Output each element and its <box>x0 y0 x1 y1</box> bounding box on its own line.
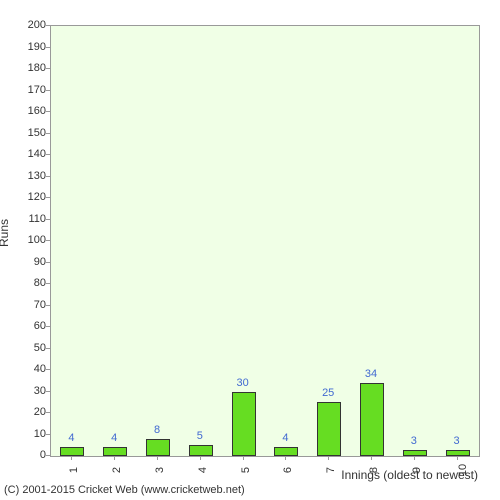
x-tick-mark <box>71 456 72 460</box>
bar-value-label: 4 <box>68 432 74 444</box>
bar <box>189 445 213 456</box>
y-tick-label: 140 <box>16 148 46 160</box>
chart-container: Runs Innings (oldest to newest) (C) 2001… <box>0 0 500 500</box>
x-tick-label: 6 <box>282 467 294 473</box>
bar <box>103 447 127 456</box>
y-tick-mark <box>46 391 50 392</box>
y-tick-mark <box>46 68 50 69</box>
bar-value-label: 5 <box>197 430 203 442</box>
x-tick-mark <box>328 456 329 460</box>
x-tick-mark <box>114 456 115 460</box>
y-tick-label: 80 <box>16 277 46 289</box>
y-tick-mark <box>46 412 50 413</box>
y-tick-mark <box>46 111 50 112</box>
y-tick-mark <box>46 455 50 456</box>
y-tick-mark <box>46 154 50 155</box>
y-tick-mark <box>46 90 50 91</box>
x-tick-label: 3 <box>154 467 166 473</box>
copyright-text: (C) 2001-2015 Cricket Web (www.cricketwe… <box>4 484 245 496</box>
bar <box>146 439 170 456</box>
y-tick-label: 70 <box>16 299 46 311</box>
bar <box>360 383 384 456</box>
y-tick-mark <box>46 434 50 435</box>
y-tick-mark <box>46 219 50 220</box>
y-tick-label: 60 <box>16 320 46 332</box>
y-axis-label: Runs <box>0 219 11 247</box>
y-tick-mark <box>46 47 50 48</box>
x-tick-mark <box>200 456 201 460</box>
y-tick-mark <box>46 348 50 349</box>
y-tick-mark <box>46 326 50 327</box>
bar-value-label: 3 <box>411 435 417 447</box>
y-tick-mark <box>46 197 50 198</box>
bar <box>403 450 427 456</box>
y-tick-label: 50 <box>16 342 46 354</box>
y-tick-label: 170 <box>16 84 46 96</box>
y-tick-mark <box>46 283 50 284</box>
y-tick-label: 100 <box>16 234 46 246</box>
y-tick-label: 130 <box>16 170 46 182</box>
bar <box>446 450 470 456</box>
y-tick-label: 20 <box>16 406 46 418</box>
x-tick-mark <box>457 456 458 460</box>
y-tick-mark <box>46 240 50 241</box>
x-tick-label: 10 <box>457 464 469 476</box>
y-tick-mark <box>46 176 50 177</box>
y-tick-label: 40 <box>16 363 46 375</box>
x-tick-label: 9 <box>411 467 423 473</box>
x-tick-mark <box>371 456 372 460</box>
y-tick-mark <box>46 369 50 370</box>
bar <box>60 447 84 456</box>
bar-value-label: 30 <box>236 377 248 389</box>
y-tick-label: 120 <box>16 191 46 203</box>
y-tick-mark <box>46 133 50 134</box>
x-tick-label: 8 <box>368 467 380 473</box>
plot-area <box>50 25 480 457</box>
y-tick-label: 30 <box>16 385 46 397</box>
bar-value-label: 8 <box>154 424 160 436</box>
y-tick-mark <box>46 25 50 26</box>
y-tick-label: 200 <box>16 19 46 31</box>
bar-value-label: 34 <box>365 368 377 380</box>
y-tick-label: 90 <box>16 256 46 268</box>
x-tick-label: 7 <box>325 467 337 473</box>
x-tick-mark <box>414 456 415 460</box>
y-tick-label: 10 <box>16 428 46 440</box>
y-tick-label: 160 <box>16 105 46 117</box>
y-tick-label: 110 <box>16 213 46 225</box>
bar-value-label: 3 <box>454 435 460 447</box>
x-tick-label: 4 <box>197 467 209 473</box>
bar-value-label: 4 <box>282 432 288 444</box>
x-tick-label: 1 <box>68 467 80 473</box>
x-tick-mark <box>243 456 244 460</box>
x-tick-label: 5 <box>240 467 252 473</box>
x-tick-mark <box>285 456 286 460</box>
bar-value-label: 4 <box>111 432 117 444</box>
y-tick-mark <box>46 305 50 306</box>
x-tick-mark <box>157 456 158 460</box>
bar <box>317 402 341 456</box>
bar-value-label: 25 <box>322 387 334 399</box>
bar <box>232 392 256 457</box>
y-tick-label: 190 <box>16 41 46 53</box>
y-tick-mark <box>46 262 50 263</box>
y-tick-label: 150 <box>16 127 46 139</box>
x-tick-label: 2 <box>111 467 123 473</box>
bar <box>274 447 298 456</box>
y-tick-label: 180 <box>16 62 46 74</box>
y-tick-label: 0 <box>16 449 46 461</box>
